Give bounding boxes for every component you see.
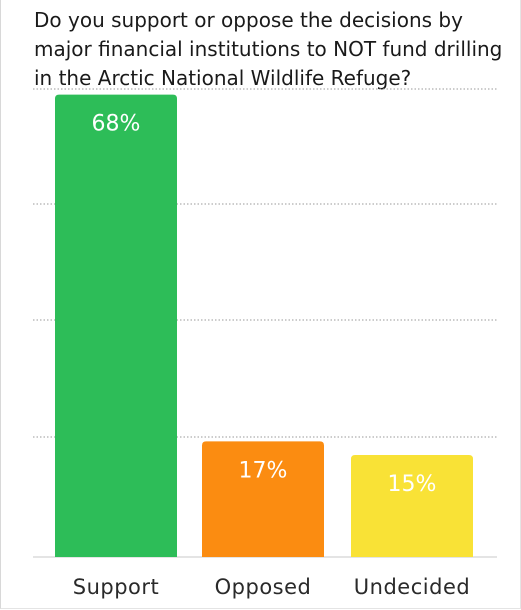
bar-support [55, 94, 177, 557]
category-label-opposed: Opposed [215, 575, 312, 599]
bar-opposed [202, 441, 324, 557]
data-label-undecided: 15% [388, 472, 437, 497]
category-label-undecided: Undecided [354, 575, 470, 599]
bar-undecided [351, 455, 473, 557]
data-label-support: 68% [92, 112, 141, 137]
chart-title: Do you support or oppose the decisions b… [34, 8, 503, 90]
category-label-support: Support [73, 575, 160, 599]
data-label-opposed: 17% [239, 458, 288, 483]
